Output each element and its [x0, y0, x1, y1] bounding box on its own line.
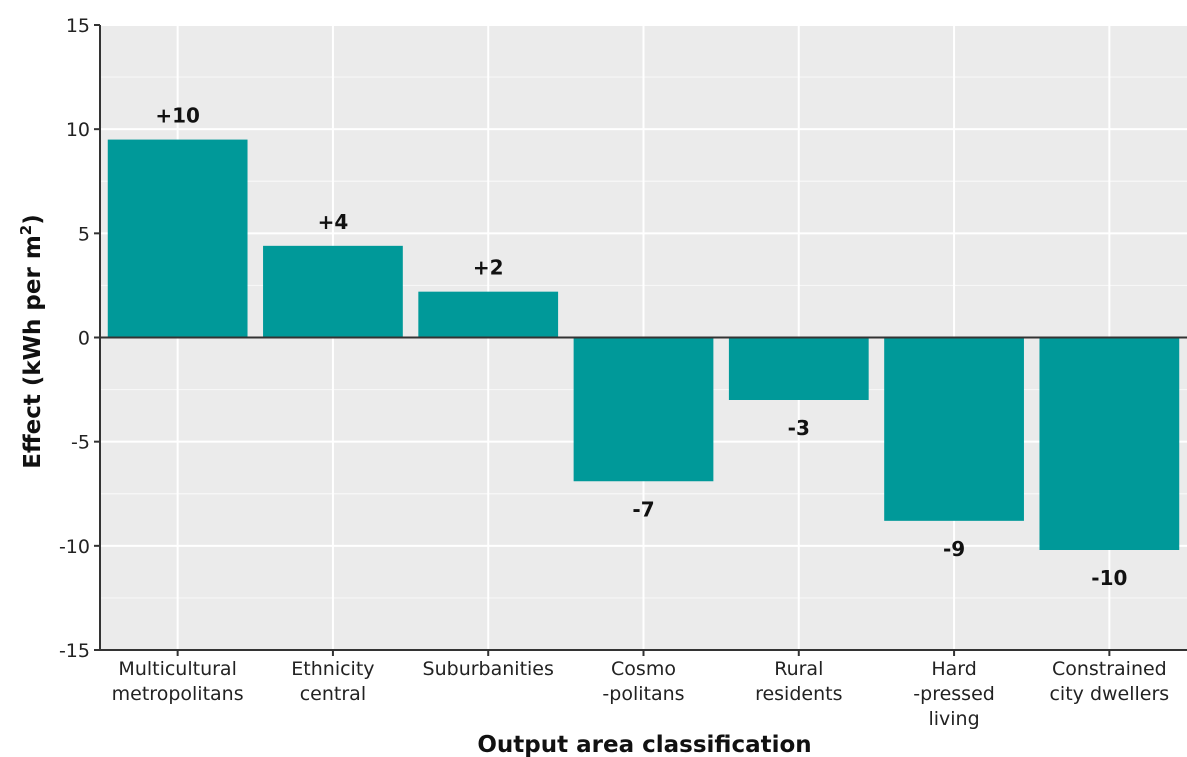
x-tick-label-line: Multicultural — [118, 658, 236, 680]
x-tick-label-line: Cosmo — [611, 658, 676, 680]
y-axis-title-main: Effect (kWh per m — [20, 235, 46, 469]
bar-value-label: +4 — [318, 210, 349, 234]
y-tick-label: 10 — [66, 119, 90, 141]
x-tick-label: Ethnicity central — [291, 658, 374, 705]
x-tick-label-line: city dwellers — [1049, 683, 1169, 705]
bar-value-label: -10 — [1091, 566, 1127, 590]
bar — [263, 245, 403, 338]
bar — [728, 337, 869, 400]
bar — [884, 337, 1024, 521]
x-tick-label-line: -pressed — [913, 683, 995, 705]
y-tick-label: -5 — [71, 432, 90, 454]
y-tick-label: 5 — [78, 223, 90, 245]
x-tick-label: Multicultural metropolitans — [112, 658, 244, 705]
x-tick-label-line: Ethnicity — [291, 658, 374, 680]
bar — [418, 291, 559, 338]
bar — [573, 337, 714, 482]
bar-value-label: -3 — [788, 416, 810, 440]
bars — [107, 139, 1180, 550]
bar — [1039, 337, 1180, 550]
value-labels: +10 +4 +2 -7 -3 -9 -10 — [155, 104, 1127, 590]
x-tick-label-line: metropolitans — [112, 683, 244, 705]
y-tick-label: -10 — [59, 536, 90, 558]
x-tick-label: Rural residents — [755, 658, 842, 705]
x-tick-label: Suburbanities — [423, 658, 554, 680]
x-tick-label-line: -politans — [602, 683, 684, 705]
x-tick-label-line: Rural — [774, 658, 823, 680]
x-tick-label: Cosmo -politans — [602, 658, 684, 705]
x-tick-label-line: Hard — [931, 658, 976, 680]
y-tick-label: -15 — [59, 640, 90, 662]
y-axis-ticks: 15 10 5 0 -5 -10 -15 — [59, 15, 100, 662]
bar-value-label: -7 — [632, 497, 654, 521]
x-tick-label-line: living — [928, 708, 979, 730]
y-axis-title: Effect (kWh per m2) — [17, 214, 46, 468]
x-tick-label: Hard -pressed living — [913, 658, 995, 730]
x-axis-ticks: Multicultural metropolitans Ethnicity centr… — [112, 650, 1169, 730]
bar-value-label: +10 — [155, 104, 200, 128]
x-tick-label-line: Suburbanities — [423, 658, 554, 680]
bar-value-label: -9 — [943, 537, 965, 561]
x-tick-label-line: residents — [755, 683, 842, 705]
x-tick-label-line: central — [300, 683, 366, 705]
y-axis-title-superscript: 2 — [17, 225, 35, 235]
y-tick-label: 0 — [78, 328, 90, 350]
x-tick-label: Constrained city dwellers — [1049, 658, 1169, 705]
bar-value-label: +2 — [473, 256, 504, 280]
y-axis-title-end: ) — [20, 214, 46, 225]
y-tick-label: 15 — [66, 15, 90, 37]
x-tick-label-line: Constrained — [1052, 658, 1167, 680]
bar — [107, 139, 248, 338]
x-axis-title: Output area classification — [477, 732, 811, 757]
